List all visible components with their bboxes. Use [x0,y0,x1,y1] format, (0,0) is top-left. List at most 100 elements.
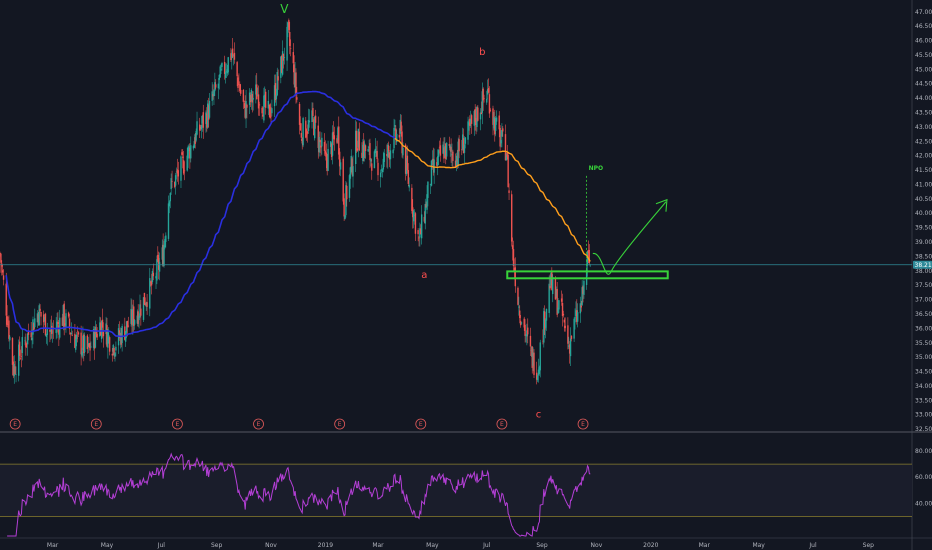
candle-body [139,304,141,318]
candle-body [432,158,434,170]
candle-body [227,57,229,73]
candle-body [436,162,438,166]
candle-body [93,330,96,349]
price-tick-label: 41.50 [915,167,932,174]
candle-body [264,94,266,97]
candle-body [114,353,116,357]
price-tick-label: 40.00 [915,210,932,217]
candle-body [470,115,473,124]
candle-body [171,181,173,182]
candle-body [402,147,404,156]
annotation-layer: NPO V b a c [0,2,912,421]
candle-body [555,289,557,297]
candle-body [300,132,303,138]
candle-body [575,310,577,317]
candle-body [474,109,476,122]
candle-body [276,71,278,96]
candle-body [469,118,471,126]
candle-body [407,170,410,184]
candle-body [168,201,171,207]
candle-body [195,131,197,141]
candle-body [523,318,525,328]
price-tick-label: 44.00 [915,95,932,102]
candle-body [243,100,245,102]
candle-body [437,156,439,166]
candle-body [68,318,71,329]
candle-body [482,88,484,101]
candle-body [425,204,427,208]
candle-body [232,54,235,56]
candle-body [38,305,40,326]
candle-body [531,346,533,368]
candle-body [423,216,426,222]
time-tick-label: 2019 [318,542,333,549]
candle-body [375,151,377,154]
candle-body [331,132,334,156]
candle-body [363,143,366,159]
candle-body [311,110,313,123]
candle-body [551,272,553,290]
candle-body [263,95,265,121]
price-tick-label: 32.50 [915,426,932,433]
candle-body [298,103,301,125]
candle-body [333,135,336,140]
candle-body [175,171,178,173]
candle-body [111,353,114,356]
candle-body [275,94,278,100]
candle-body [314,115,317,123]
candle-body [40,311,42,317]
candle-body [296,97,298,100]
price-tick-label: 47.00 [915,9,932,16]
candle-body [344,215,346,220]
candle-body [573,318,575,339]
price-tick-label: 42.50 [915,138,932,145]
candle-body [349,167,352,179]
candle-body [144,304,147,306]
candle-body [162,244,164,266]
candle-body [463,144,466,153]
candle-body [99,322,101,337]
candle-body [543,311,545,343]
candle-body [305,120,307,138]
candle-body [486,98,488,103]
price-tick-label: 36.50 [915,311,932,318]
candle-body [65,313,67,328]
candle-body [295,72,297,95]
candle-body [554,278,557,300]
candle-body [102,331,105,337]
candle-body [198,124,201,131]
candle-body [115,346,117,351]
time-tick-label: 2020 [643,542,658,549]
candle-body [587,250,590,254]
wave-label-b: b [479,47,485,58]
candle-body [207,105,210,120]
candle-body [512,249,515,267]
price-tick-label: 33.50 [915,397,932,404]
candle-body [364,145,367,152]
candle-body [479,112,482,120]
candle-body [476,106,478,128]
candle-body [539,342,541,371]
candle-body [525,335,527,337]
candle-body [94,326,97,348]
candle-body [268,105,270,107]
candle-body [433,159,435,173]
candle-body [24,340,26,342]
candle-body [404,144,407,174]
earnings-marker-label: E [257,421,261,428]
wave-label-a: a [421,270,427,281]
candle-body [89,342,91,351]
time-tick-label: Jul [808,542,817,549]
candle-body [562,313,565,316]
time-tick-label: Sep [863,542,875,549]
candle-body [149,278,151,309]
candle-body [118,330,121,338]
candle-body [158,261,161,272]
candle-body [205,112,207,125]
candle-body [1,270,4,273]
candle-body [330,143,333,158]
candle-body [214,82,216,92]
